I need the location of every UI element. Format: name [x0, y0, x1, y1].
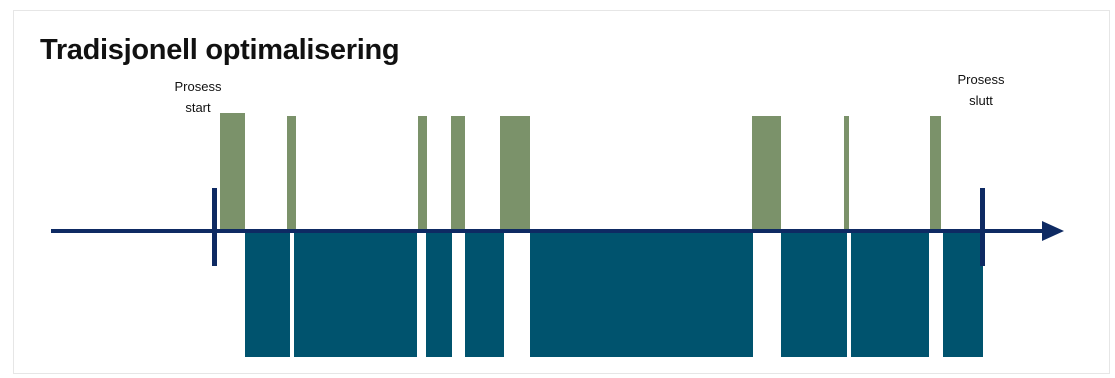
below-block — [851, 232, 929, 357]
above-block — [930, 116, 941, 229]
process-end-label-line2: slutt — [969, 93, 993, 108]
diagram-title: Tradisjonell optimalisering — [40, 34, 400, 66]
above-block — [500, 116, 530, 229]
below-block — [294, 232, 417, 357]
process-start-label-line1: Prosess — [174, 79, 222, 94]
process-start-marker — [212, 188, 217, 266]
process-start-label-line2: start — [185, 100, 211, 115]
below-block — [426, 232, 452, 357]
below-block — [245, 232, 290, 357]
process-start-label: Prosess start — [160, 76, 236, 118]
below-block — [465, 232, 504, 357]
timeline-arrowhead — [1042, 221, 1064, 241]
below-block — [943, 232, 983, 357]
above-block — [752, 116, 781, 229]
below-block — [781, 232, 847, 357]
above-block — [451, 116, 465, 229]
above-block — [287, 116, 296, 229]
process-end-label: Prosess slutt — [942, 69, 1020, 111]
below-block — [530, 232, 753, 357]
process-end-marker — [980, 188, 985, 266]
above-block — [844, 116, 849, 229]
process-end-label-line1: Prosess — [957, 72, 1005, 87]
above-block — [418, 116, 427, 229]
above-block — [220, 113, 245, 229]
